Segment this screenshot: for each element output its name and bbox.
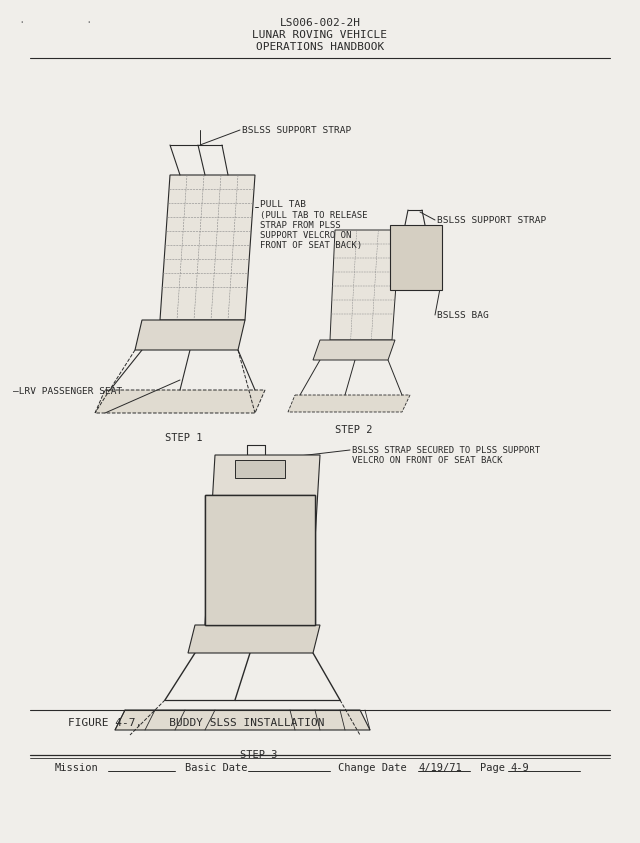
Text: 4/19/71: 4/19/71 <box>418 763 461 773</box>
Text: BSLSS BAG: BSLSS BAG <box>437 311 489 320</box>
Text: Page: Page <box>480 763 505 773</box>
Text: STEP 2: STEP 2 <box>335 425 372 435</box>
Text: BSLSS SUPPORT STRAP: BSLSS SUPPORT STRAP <box>242 126 351 135</box>
Bar <box>390 225 442 290</box>
Text: LUNAR ROVING VEHICLE: LUNAR ROVING VEHICLE <box>253 30 387 40</box>
Polygon shape <box>205 455 320 625</box>
Text: STEP 3: STEP 3 <box>240 750 278 760</box>
Text: Mission: Mission <box>55 763 99 773</box>
Bar <box>205 495 315 625</box>
Polygon shape <box>288 395 410 412</box>
Text: Change Date: Change Date <box>338 763 407 773</box>
Polygon shape <box>160 175 255 320</box>
Text: SUPPORT VELCRO ON: SUPPORT VELCRO ON <box>260 231 351 240</box>
Text: STEP 1: STEP 1 <box>165 433 202 443</box>
Text: STRAP FROM PLSS: STRAP FROM PLSS <box>260 221 340 230</box>
Text: BSLSS STRAP SECURED TO PLSS SUPPORT: BSLSS STRAP SECURED TO PLSS SUPPORT <box>352 446 540 455</box>
Polygon shape <box>188 625 320 653</box>
Text: —LRV PASSENGER SEAT: —LRV PASSENGER SEAT <box>13 387 122 396</box>
Text: ·: · <box>85 18 92 28</box>
Text: PULL TAB: PULL TAB <box>260 200 306 209</box>
Text: ·: · <box>18 18 25 28</box>
Text: OPERATIONS HANDBOOK: OPERATIONS HANDBOOK <box>256 42 384 52</box>
Text: FRONT OF SEAT BACK): FRONT OF SEAT BACK) <box>260 241 362 250</box>
Text: VELCRO ON FRONT OF SEAT BACK: VELCRO ON FRONT OF SEAT BACK <box>352 456 502 465</box>
Text: FIGURE 4-7.    BUDDY SLSS INSTALLATION: FIGURE 4-7. BUDDY SLSS INSTALLATION <box>68 718 324 728</box>
Text: BSLSS SUPPORT STRAP: BSLSS SUPPORT STRAP <box>437 216 547 225</box>
Bar <box>205 495 315 625</box>
Text: Basic Date: Basic Date <box>185 763 248 773</box>
Polygon shape <box>135 320 245 350</box>
Polygon shape <box>330 230 400 340</box>
Text: (PULL TAB TO RELEASE: (PULL TAB TO RELEASE <box>260 211 367 220</box>
Polygon shape <box>313 340 395 360</box>
Polygon shape <box>115 710 370 730</box>
Bar <box>235 460 285 478</box>
Text: 4-9: 4-9 <box>510 763 529 773</box>
Text: LS006-002-2H: LS006-002-2H <box>280 18 360 28</box>
Polygon shape <box>95 390 265 413</box>
